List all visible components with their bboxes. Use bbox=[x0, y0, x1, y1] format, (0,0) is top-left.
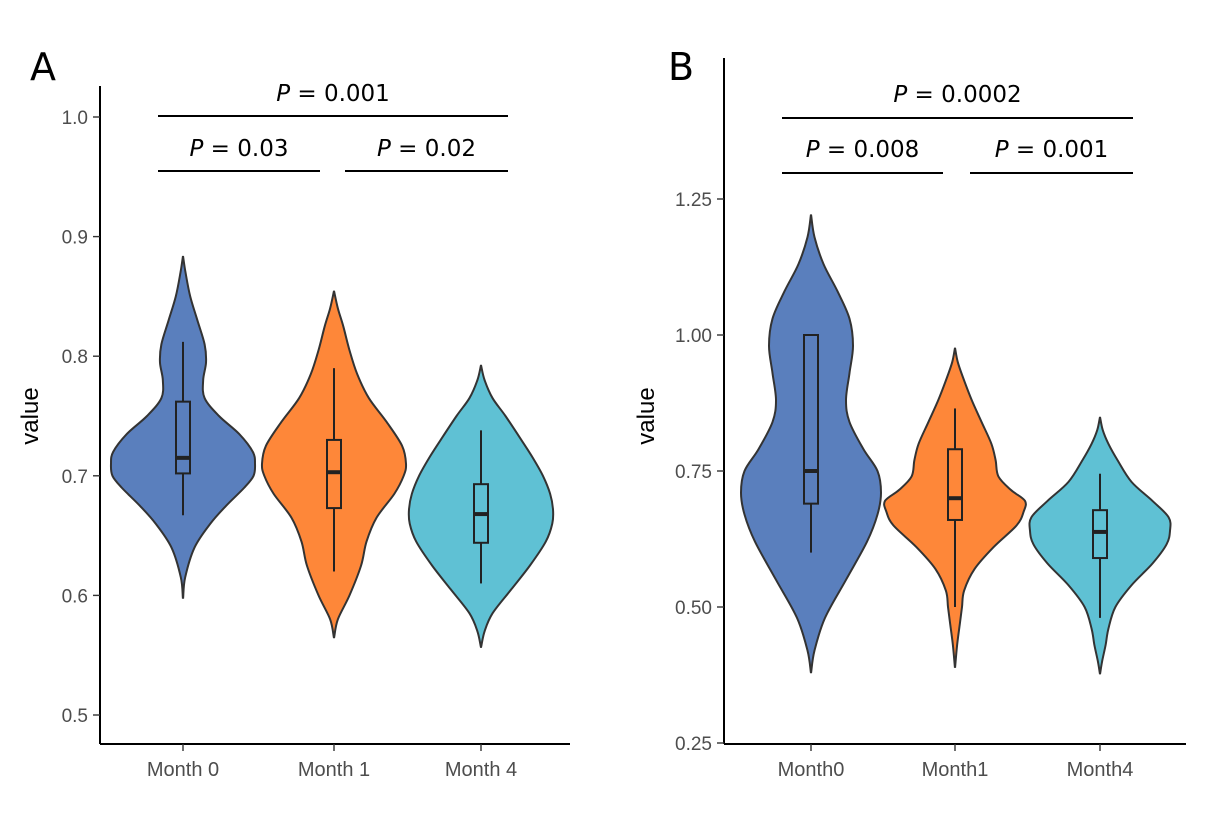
y-tick-label: 1.25 bbox=[675, 190, 712, 211]
violin-month-1 bbox=[260, 290, 408, 639]
violin-month4 bbox=[1028, 416, 1172, 675]
x-tick-label: Month 4 bbox=[445, 759, 517, 781]
x-tick-label: Month0 bbox=[778, 759, 845, 781]
panel-label: B bbox=[668, 45, 694, 89]
y-tick-label: 1.0 bbox=[62, 108, 88, 129]
x-tick-label: Month1 bbox=[922, 759, 989, 781]
y-tick-label: 0.6 bbox=[62, 586, 88, 607]
box-iqr bbox=[803, 334, 819, 505]
p-value-label: P = 0.008 bbox=[806, 137, 920, 163]
y-tick-label: 0.5 bbox=[62, 706, 88, 727]
box-iqr bbox=[947, 448, 963, 521]
violin-month-4 bbox=[407, 364, 555, 648]
y-tick-label: 0.8 bbox=[62, 347, 88, 368]
y-tick-label: 0.7 bbox=[62, 467, 88, 488]
violin-month1 bbox=[883, 347, 1027, 668]
p-value-label: P = 0.03 bbox=[190, 136, 289, 162]
p-value-label: P = 0.02 bbox=[377, 136, 476, 162]
y-tick-label: 0.75 bbox=[675, 462, 712, 483]
p-value-label: P = 0.0002 bbox=[893, 82, 1021, 108]
box-iqr bbox=[175, 400, 191, 475]
y-tick-label: 0.50 bbox=[675, 598, 712, 619]
panel-label: A bbox=[30, 45, 56, 89]
y-tick-label: 0.25 bbox=[675, 734, 712, 755]
p-value-label: P = 0.001 bbox=[995, 137, 1109, 163]
y-axis-label: value bbox=[633, 387, 660, 444]
x-tick-label: Month4 bbox=[1067, 759, 1134, 781]
y-tick-label: 0.9 bbox=[62, 228, 88, 249]
x-tick-label: Month 0 bbox=[147, 759, 219, 781]
violin-month-0 bbox=[109, 255, 257, 599]
p-value-label: P = 0.001 bbox=[276, 81, 390, 107]
y-tick-label: 1.00 bbox=[675, 326, 712, 347]
box-iqr bbox=[1092, 509, 1108, 560]
violin-month0 bbox=[739, 214, 883, 674]
x-tick-label: Month 1 bbox=[298, 759, 370, 781]
y-axis-label: value bbox=[17, 387, 44, 444]
